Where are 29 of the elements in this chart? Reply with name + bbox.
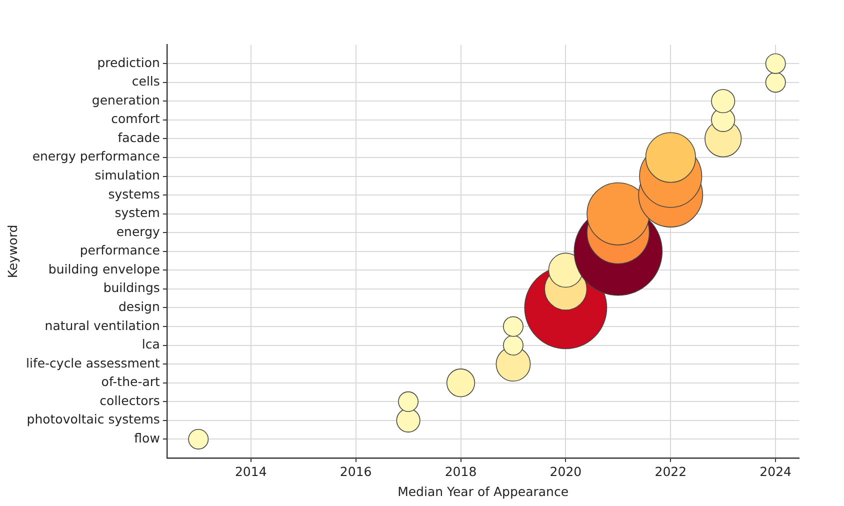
x-axis-title: Median Year of Appearance bbox=[398, 484, 569, 499]
x-tick-label: 2022 bbox=[654, 464, 687, 479]
y-tick-label: energy performance bbox=[32, 148, 160, 164]
y-tick-label: facade bbox=[118, 130, 160, 145]
y-tick-label: natural ventilation bbox=[44, 318, 160, 333]
y-tick-label: energy bbox=[116, 224, 161, 239]
x-tick-label: 2014 bbox=[234, 464, 267, 479]
x-tick-label: 2024 bbox=[760, 464, 792, 479]
y-tick-label: flow bbox=[134, 430, 160, 446]
y-tick-label: systems bbox=[108, 186, 160, 202]
y-tick-label: life-cycle assessment bbox=[26, 355, 160, 370]
x-tick-label: 2018 bbox=[444, 464, 477, 479]
y-tick-label: design bbox=[118, 298, 160, 314]
y-axis-title: Keyword bbox=[4, 224, 20, 278]
y-tick-label: performance bbox=[80, 242, 160, 258]
y-tick-label: system bbox=[114, 205, 160, 220]
y-tick-label: simulation bbox=[94, 168, 160, 183]
x-tick-label: 2020 bbox=[550, 464, 582, 479]
y-tick-label: generation bbox=[92, 92, 160, 108]
y-tick-label: collectors bbox=[100, 392, 160, 408]
y-tick-label: prediction bbox=[97, 54, 160, 70]
y-tick-label: building envelope bbox=[48, 261, 160, 276]
y-tick-label: cells bbox=[132, 74, 160, 89]
y-tick-label: of-the-art bbox=[101, 374, 160, 390]
y-tick-label: comfort bbox=[111, 111, 160, 126]
y-tick-label: buildings bbox=[103, 280, 160, 296]
y-tick-label: photovoltaic systems bbox=[26, 412, 160, 427]
y-tick-label: lca bbox=[142, 336, 160, 352]
x-tick-label: 2016 bbox=[340, 464, 372, 479]
